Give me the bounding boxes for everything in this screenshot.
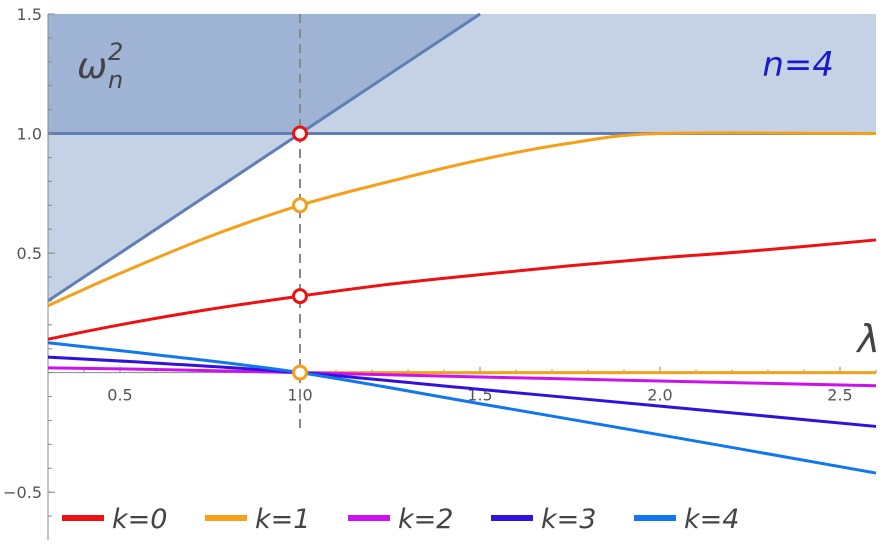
marker-k1 (292, 364, 308, 381)
x-tick-label: 1.0 (287, 386, 312, 405)
legend-label: k=2 (398, 504, 453, 535)
axes: 0.5 1.0 1.5 2.0 2.5−0.50.51.01.5 (3, 5, 877, 540)
y-tick-label: 1.0 (17, 125, 42, 144)
series-lines (47, 131, 877, 475)
legend-label: k=0 (112, 504, 167, 535)
shade-overlap (48, 14, 480, 134)
x-tick-label: 2.5 (827, 386, 852, 405)
markers (292, 125, 308, 381)
y-tick-label: −0.5 (3, 483, 42, 502)
legend-label: k=3 (541, 504, 596, 535)
shaded-regions (48, 14, 876, 301)
x-tick-label: 0.5 (107, 386, 132, 405)
legend-label: k=4 (684, 504, 739, 535)
x-axis-label: λ (856, 317, 881, 361)
marker-k0 (292, 125, 308, 142)
x-tick-label: 2.0 (647, 386, 672, 405)
series-line-k0 (47, 238, 877, 341)
y-axis-label-sup: 2 (108, 38, 123, 66)
series-line-k3 (47, 355, 877, 428)
marker-k1 (292, 197, 308, 214)
legend: k=0 k=1 k=2 k=3 k=4 (62, 504, 739, 535)
y-tick-label: 1.5 (17, 5, 42, 24)
annotation-n: n=4 (762, 45, 834, 85)
marker-k0 (292, 288, 308, 305)
series-line-k2 (47, 366, 877, 388)
reference-line-y=x (47, 12, 481, 303)
legend-label: k=1 (255, 504, 310, 535)
series-line-k1 (47, 131, 877, 308)
series-line-k4 (47, 341, 877, 475)
y-axis-label-base: ω (77, 46, 107, 87)
y-axis-label-sub: n (108, 66, 123, 94)
y-tick-label: 0.5 (17, 244, 42, 263)
